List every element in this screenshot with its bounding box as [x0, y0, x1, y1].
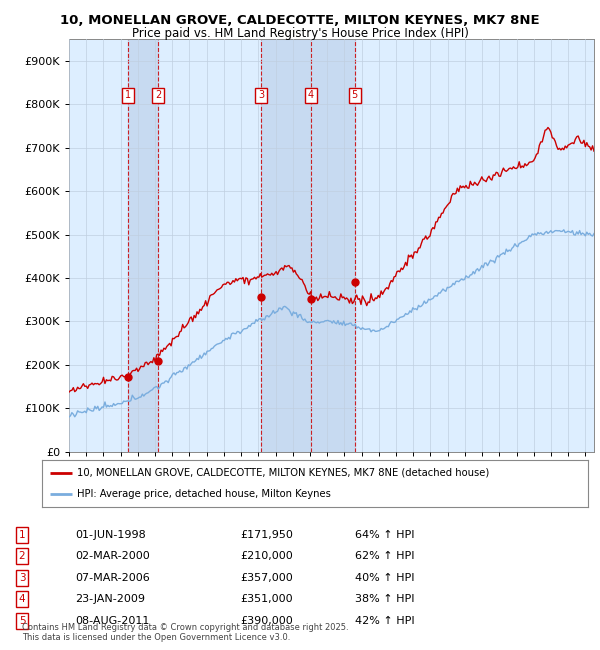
- Text: 1: 1: [19, 530, 25, 540]
- Text: Price paid vs. HM Land Registry's House Price Index (HPI): Price paid vs. HM Land Registry's House …: [131, 27, 469, 40]
- Text: 02-MAR-2000: 02-MAR-2000: [75, 551, 150, 561]
- Text: 4: 4: [308, 90, 314, 101]
- Text: 38% ↑ HPI: 38% ↑ HPI: [355, 594, 415, 604]
- Text: 5: 5: [352, 90, 358, 101]
- Text: 40% ↑ HPI: 40% ↑ HPI: [355, 573, 415, 583]
- Text: £171,950: £171,950: [240, 530, 293, 540]
- Text: 08-AUG-2011: 08-AUG-2011: [75, 616, 149, 626]
- Bar: [261, 39, 355, 452]
- Text: 07-MAR-2006: 07-MAR-2006: [75, 573, 150, 583]
- Text: Contains HM Land Registry data © Crown copyright and database right 2025.
This d: Contains HM Land Registry data © Crown c…: [22, 623, 349, 642]
- Text: 2: 2: [19, 551, 25, 561]
- Text: 01-JUN-1998: 01-JUN-1998: [75, 530, 146, 540]
- Text: 4: 4: [19, 594, 25, 604]
- Text: 3: 3: [19, 573, 25, 583]
- Text: 3: 3: [258, 90, 265, 101]
- Text: 23-JAN-2009: 23-JAN-2009: [75, 594, 145, 604]
- Text: £357,000: £357,000: [240, 573, 293, 583]
- Text: 64% ↑ HPI: 64% ↑ HPI: [355, 530, 415, 540]
- Text: £351,000: £351,000: [240, 594, 293, 604]
- Bar: [128, 39, 158, 452]
- Text: 2: 2: [155, 90, 161, 101]
- Text: £210,000: £210,000: [240, 551, 293, 561]
- Text: £390,000: £390,000: [240, 616, 293, 626]
- Text: HPI: Average price, detached house, Milton Keynes: HPI: Average price, detached house, Milt…: [77, 489, 331, 499]
- Text: 10, MONELLAN GROVE, CALDECOTTE, MILTON KEYNES, MK7 8NE: 10, MONELLAN GROVE, CALDECOTTE, MILTON K…: [60, 14, 540, 27]
- Text: 62% ↑ HPI: 62% ↑ HPI: [355, 551, 415, 561]
- Text: 5: 5: [19, 616, 25, 626]
- Text: 1: 1: [125, 90, 131, 101]
- Text: 42% ↑ HPI: 42% ↑ HPI: [355, 616, 415, 626]
- Text: 10, MONELLAN GROVE, CALDECOTTE, MILTON KEYNES, MK7 8NE (detached house): 10, MONELLAN GROVE, CALDECOTTE, MILTON K…: [77, 468, 490, 478]
